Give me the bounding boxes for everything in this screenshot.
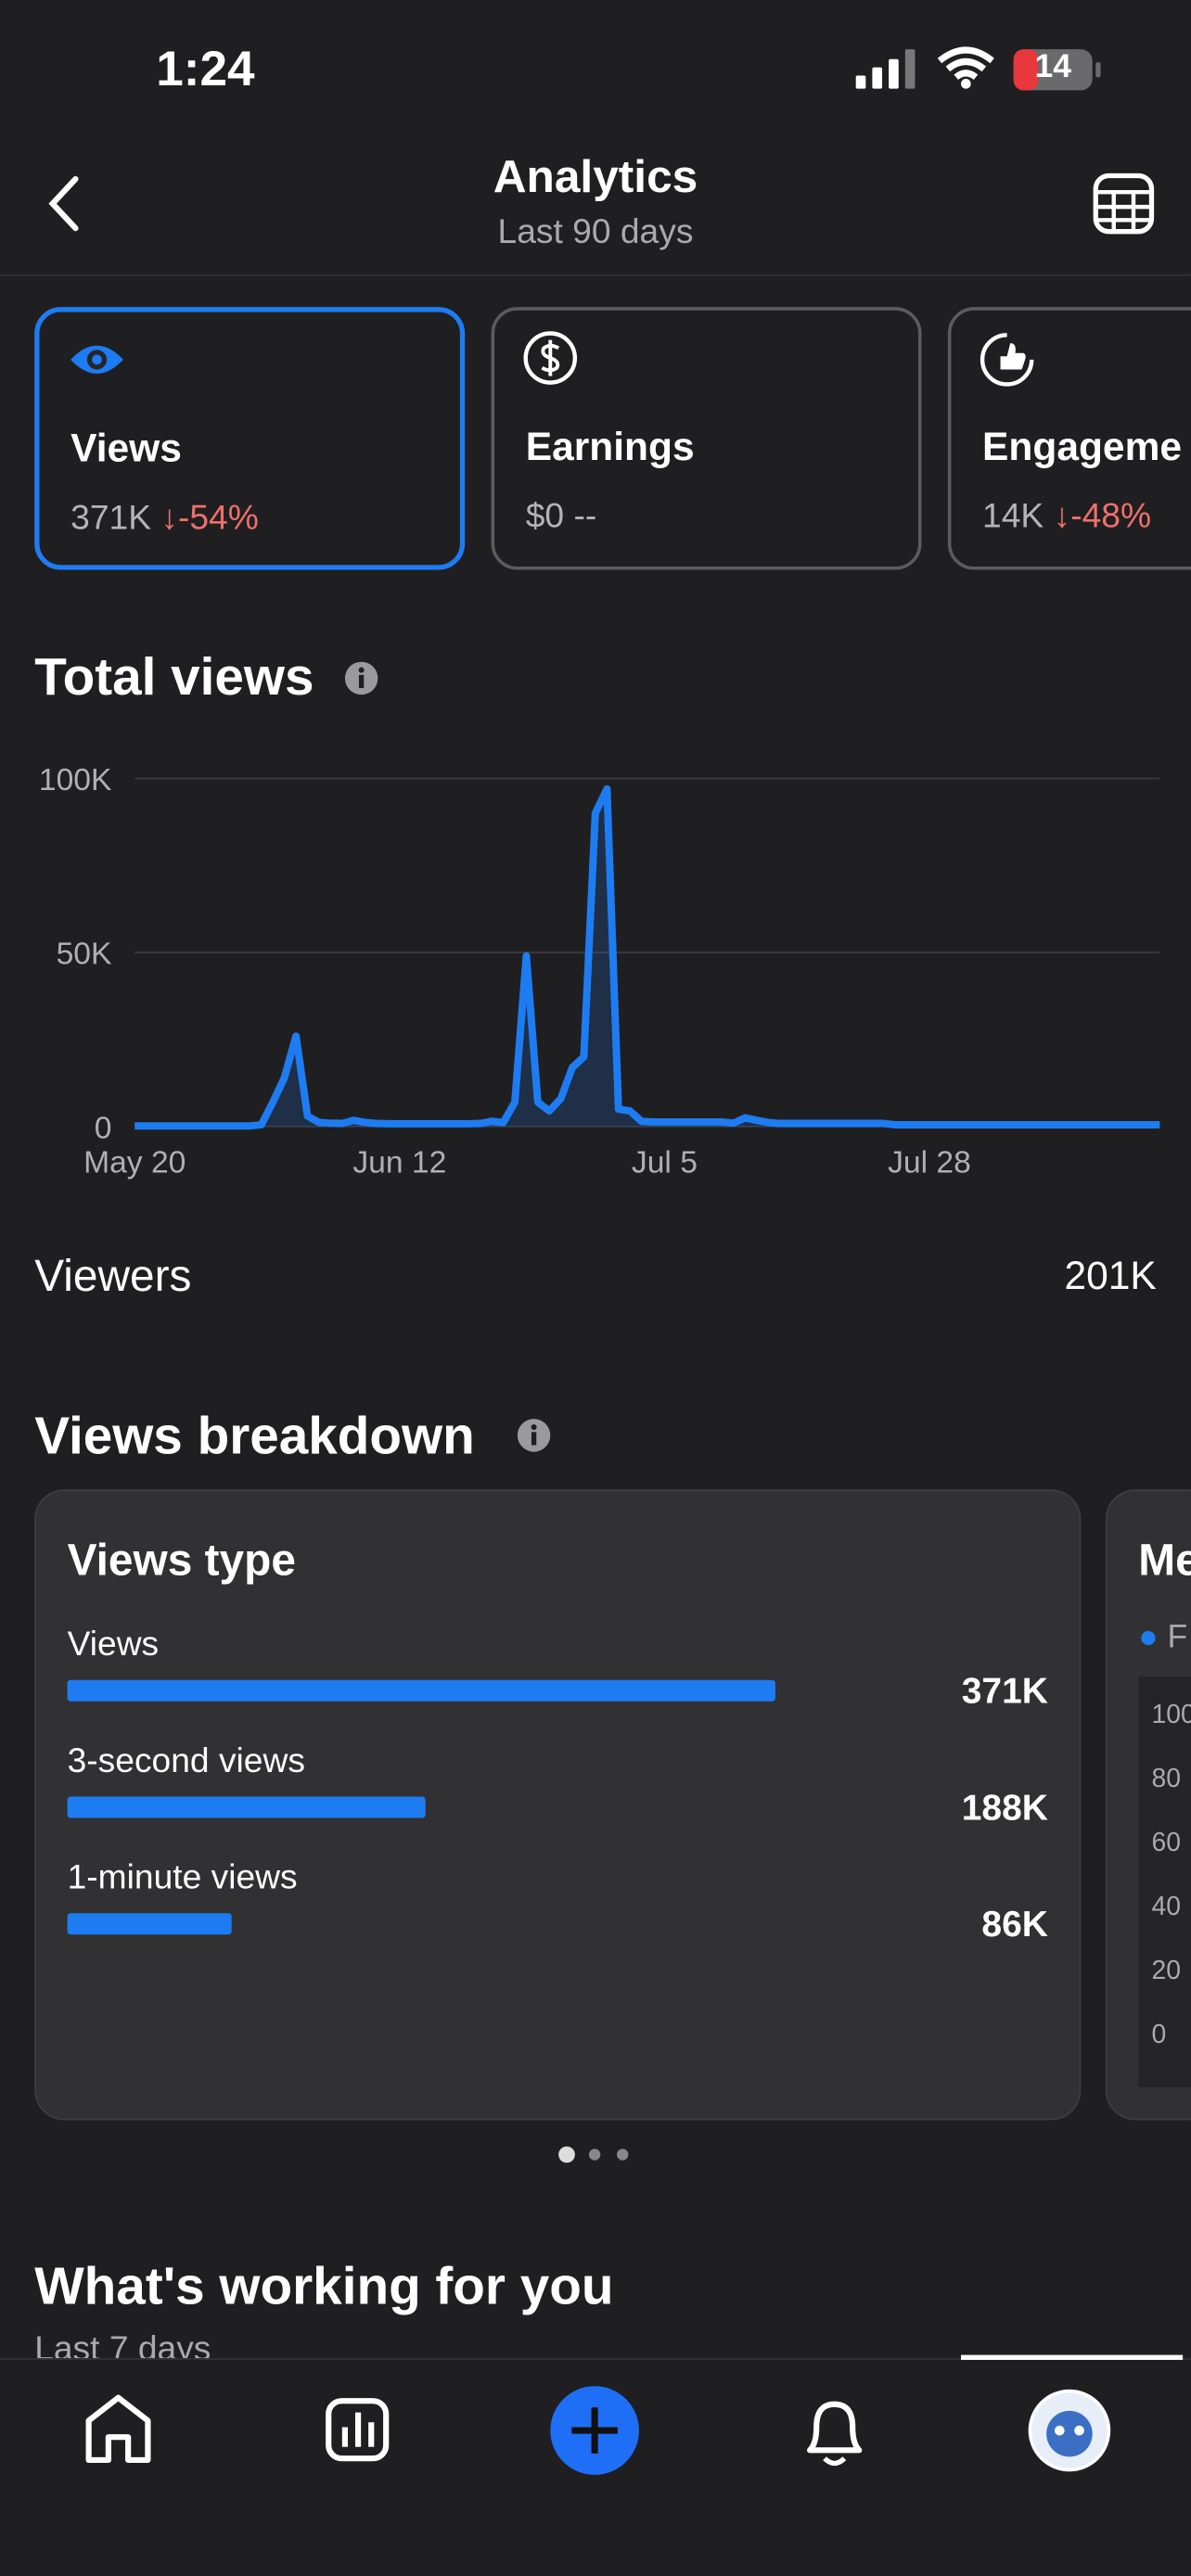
status-icons: [855, 46, 1101, 91]
tab-icons: [85, 2386, 1111, 2475]
notifications-tab[interactable]: [807, 2401, 863, 2467]
bar-label: Views: [67, 1626, 160, 1664]
section-title: Views breakdown: [34, 1405, 475, 1465]
header-title: Analytics: [493, 150, 698, 202]
y-tick-label: 50K: [57, 937, 112, 972]
bar: [67, 1679, 775, 1702]
info-icon[interactable]: [343, 660, 383, 700]
bar: [67, 1913, 232, 1935]
metric-number: 14K: [982, 497, 1044, 536]
tab-indicator: [961, 2354, 1184, 2360]
tick-label: 0: [1151, 2021, 1167, 2050]
header-subtitle: Last 90 days: [497, 213, 694, 251]
metric-change: ↓-48%: [1053, 497, 1152, 536]
create-tab[interactable]: [550, 2386, 639, 2475]
mini-chart: 100 80 60 40 20 0: [1138, 1677, 1191, 2087]
profile-tab[interactable]: [1028, 2389, 1111, 2472]
metric-card[interactable]: Engageme 14K ↓-48%: [947, 307, 1191, 570]
bar-value: 188K: [961, 1786, 1048, 1829]
section-title: What's working for you: [34, 2256, 614, 2316]
status-time: 1:24: [156, 43, 255, 97]
breakdown-card: Views type Views 371K 3-second views 188K 1-…: [34, 1489, 1082, 2121]
metric-change-value: -54%: [177, 499, 259, 538]
bar-value: 371K: [961, 1670, 1048, 1712]
bar: [67, 1796, 427, 1818]
line: [134, 784, 1160, 1130]
metric-value: $0 --: [526, 498, 597, 538]
metric-card[interactable]: Views 371K ↓-54%: [34, 307, 466, 570]
x-tick-label: Jun 12: [352, 1145, 446, 1180]
engagement-icon: [980, 333, 1034, 387]
bar-value: 86K: [981, 1903, 1048, 1945]
line-chart: 0 50K 100K May 20 Jun 12 Jul 5 Jul 28: [39, 763, 1160, 1180]
y-tick-label: 0: [95, 1111, 112, 1145]
x-tick-label: May 20: [83, 1145, 186, 1180]
dollar-icon: [523, 331, 578, 385]
metric-label: Earnings: [525, 425, 695, 470]
viewers-label: Viewers: [34, 1251, 192, 1301]
y-tick-label: 100K: [39, 763, 112, 797]
x-tick-label: Jul 5: [632, 1145, 698, 1180]
tick-label: 100: [1151, 1701, 1191, 1729]
metric-card[interactable]: Earnings $0 --: [491, 307, 922, 570]
metric-number: $0: [525, 497, 565, 536]
info-icon[interactable]: [516, 1417, 556, 1457]
metric-value: 14K ↓-48%: [982, 498, 1151, 538]
bar-label: 1-minute views: [67, 1858, 298, 1897]
tick-label: 40: [1151, 1893, 1181, 1922]
metric-change: ↓-54%: [160, 499, 259, 538]
calendar-button[interactable]: [1091, 171, 1157, 236]
metric-change-value: -48%: [1070, 497, 1152, 536]
metric-value: 371K ↓-54%: [70, 499, 259, 539]
legend-label: F: [1167, 1619, 1188, 1656]
tick-label: 80: [1151, 1765, 1181, 1793]
metric-change: --: [573, 497, 597, 536]
tick-label: 60: [1151, 1829, 1181, 1858]
breakdown-card: Me ● F 100 80 60 40 20 0: [1105, 1489, 1191, 2121]
card-title: Me: [1138, 1535, 1191, 1586]
eye-icon: [70, 345, 123, 374]
analytics-tab[interactable]: [326, 2398, 390, 2462]
tick-label: 20: [1151, 1958, 1181, 1986]
viewers-value: 201K: [1064, 1255, 1157, 1299]
divider: [0, 274, 1191, 276]
card-title: Views type: [67, 1535, 296, 1586]
battery-level: 14: [1034, 49, 1071, 86]
section-title: Total views: [34, 646, 314, 707]
bar-label: 3-second views: [67, 1742, 305, 1780]
x-tick-label: Jul 28: [888, 1145, 971, 1180]
metric-label: Views: [70, 427, 182, 472]
metric-number: 371K: [70, 499, 152, 538]
page-dots[interactable]: [550, 2140, 640, 2170]
back-button[interactable]: [43, 171, 92, 236]
legend: ● F: [1138, 1619, 1188, 1656]
metric-label: Engageme: [982, 425, 1183, 470]
home-tab[interactable]: [85, 2394, 151, 2464]
